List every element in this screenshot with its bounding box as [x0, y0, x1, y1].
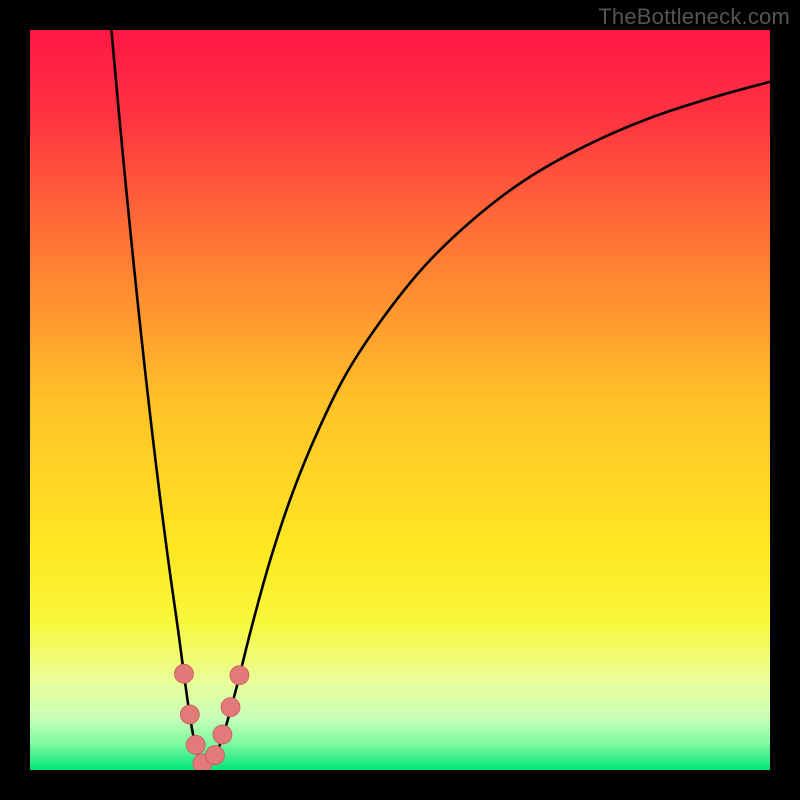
data-marker	[180, 705, 199, 724]
data-marker	[213, 725, 232, 744]
gradient-background	[30, 30, 770, 770]
watermark-text: TheBottleneck.com	[598, 4, 790, 30]
data-marker	[174, 664, 193, 683]
data-marker	[230, 666, 249, 685]
bottleneck-chart	[0, 0, 800, 800]
figure-container: TheBottleneck.com	[0, 0, 800, 800]
data-marker	[221, 698, 240, 717]
data-marker	[206, 746, 225, 765]
data-marker	[186, 735, 205, 754]
